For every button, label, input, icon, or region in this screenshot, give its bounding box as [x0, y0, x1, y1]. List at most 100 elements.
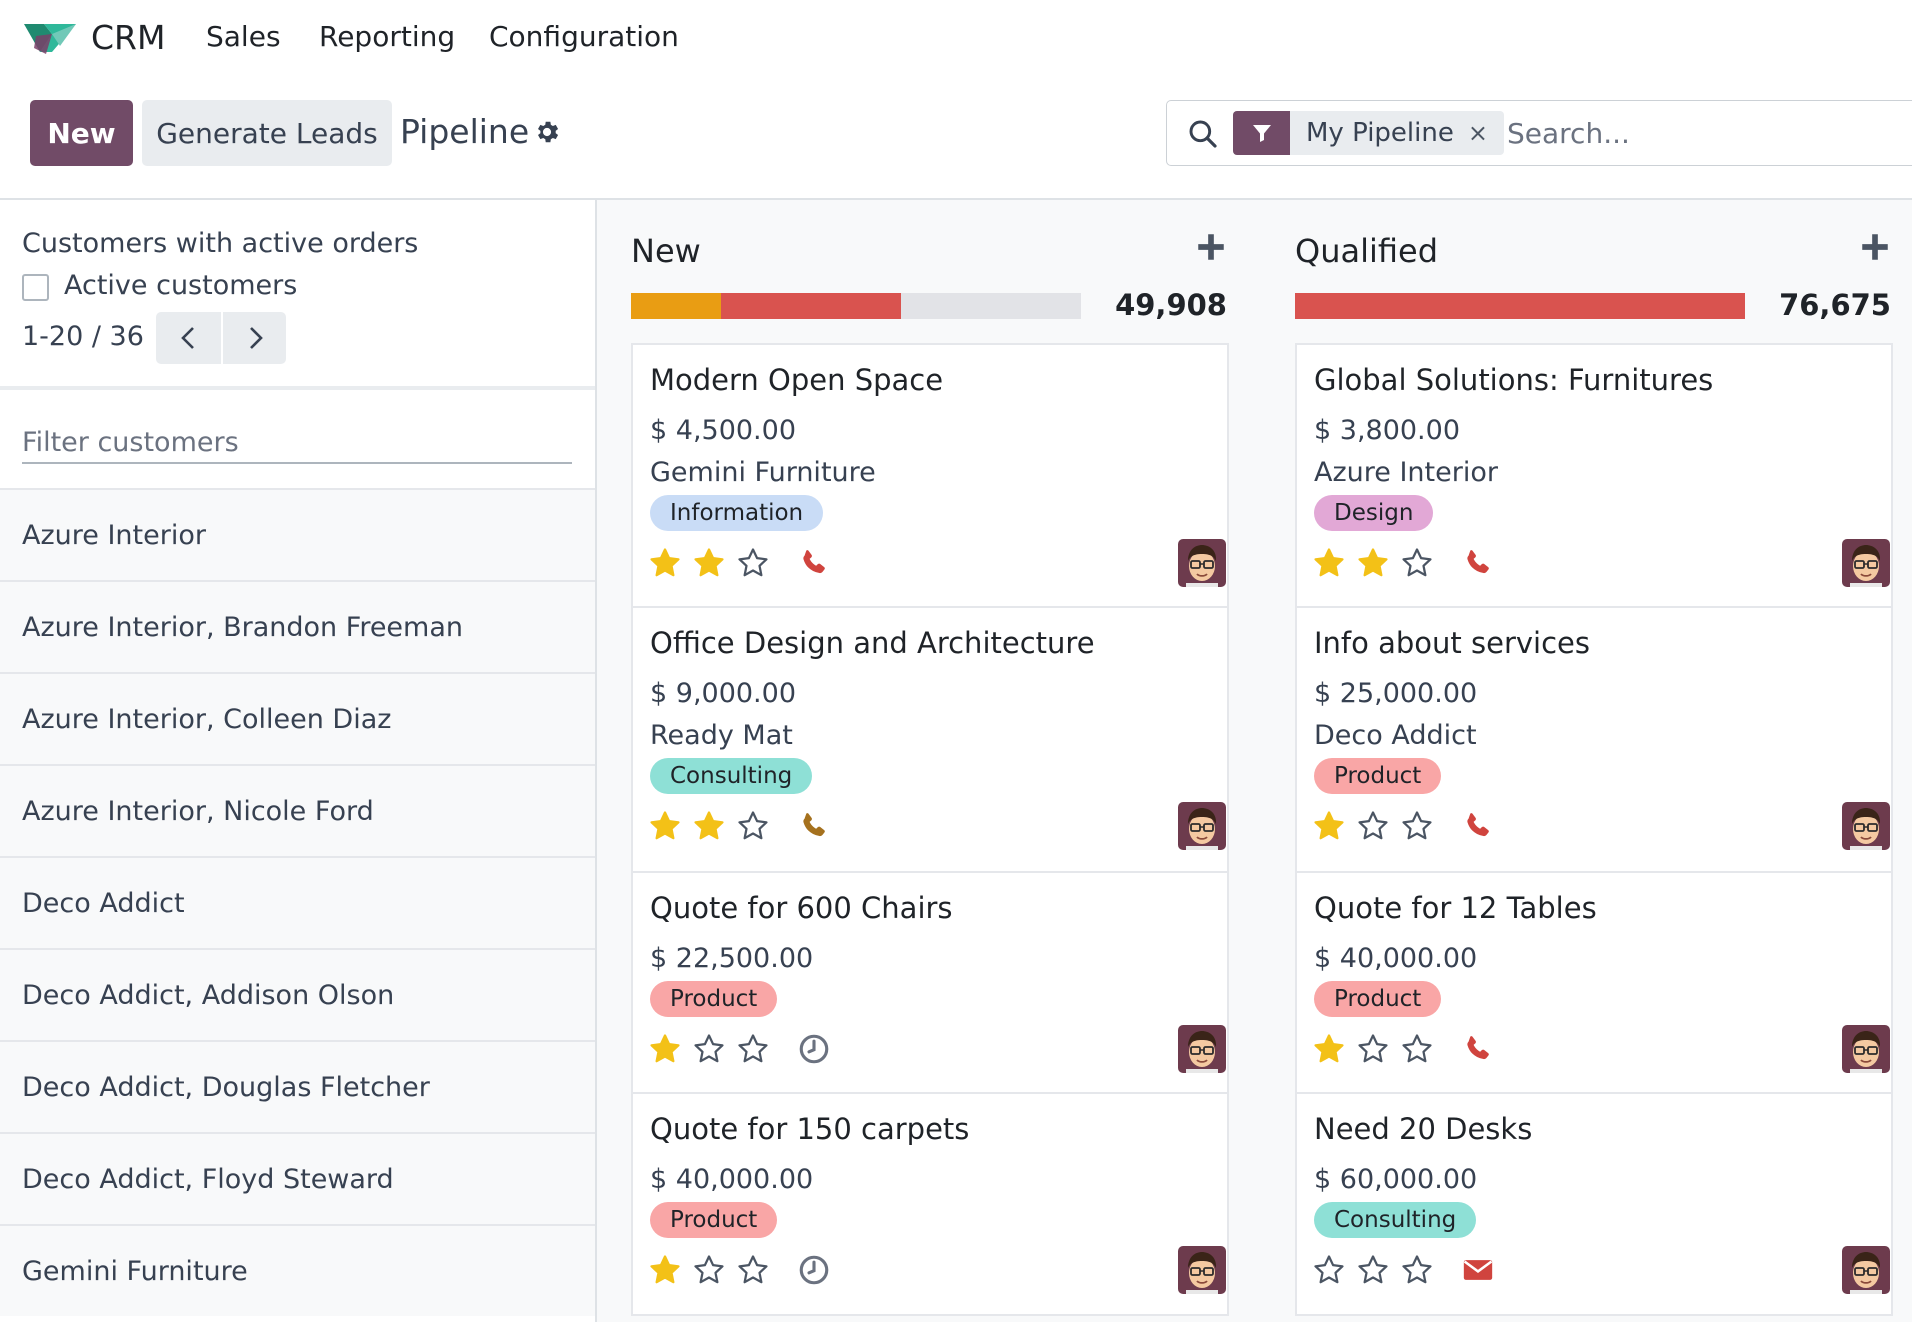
star-empty-icon[interactable]: [1356, 1253, 1390, 1287]
column-title[interactable]: Qualified: [1295, 232, 1439, 270]
avatar[interactable]: [1842, 1246, 1890, 1294]
customer-item[interactable]: Azure Interior, Nicole Ford: [0, 764, 595, 856]
avatar[interactable]: [1842, 1025, 1890, 1073]
card-tag: Design: [1314, 495, 1434, 531]
avatar[interactable]: [1178, 539, 1226, 587]
star-filled-icon[interactable]: [648, 1253, 682, 1287]
column-total: 76,675: [1779, 288, 1891, 322]
star-empty-icon[interactable]: [1400, 546, 1434, 580]
search-bar[interactable]: My Pipeline ×: [1166, 100, 1912, 166]
card-tag: Product: [1314, 981, 1442, 1017]
phone-icon[interactable]: [797, 809, 831, 843]
star-filled-icon[interactable]: [648, 1032, 682, 1066]
column-title[interactable]: New: [631, 232, 701, 270]
card-tag: Product: [1314, 758, 1442, 794]
avatar[interactable]: [1842, 539, 1890, 587]
avatar[interactable]: [1842, 802, 1890, 850]
customer-item[interactable]: Deco Addict, Douglas Fletcher: [0, 1040, 595, 1132]
star-filled-icon[interactable]: [648, 546, 682, 580]
user-avatar-icon: [1842, 802, 1890, 850]
active-customers-label[interactable]: Active customers: [64, 270, 298, 301]
card-customer: Azure Interior: [1314, 457, 1498, 488]
star-filled-icon[interactable]: [692, 809, 726, 843]
user-avatar-icon: [1178, 539, 1226, 587]
app-name[interactable]: CRM: [91, 18, 166, 57]
generate-leads-button[interactable]: Generate Leads: [142, 100, 392, 166]
avatar[interactable]: [1178, 1246, 1226, 1294]
customer-item[interactable]: Deco Addict, Addison Olson: [0, 948, 595, 1040]
remove-facet-icon[interactable]: ×: [1467, 119, 1488, 147]
gear-icon[interactable]: [533, 118, 561, 146]
progress-segment-none[interactable]: [901, 293, 1081, 319]
avatar[interactable]: [1178, 802, 1226, 850]
star-empty-icon[interactable]: [1400, 809, 1434, 843]
phone-icon[interactable]: [1461, 809, 1495, 843]
phone-icon[interactable]: [797, 546, 831, 580]
plus-icon[interactable]: [1858, 230, 1892, 264]
star-empty-icon[interactable]: [1356, 1032, 1390, 1066]
kanban-card[interactable]: Quote for 150 carpets $ 40,000.00 Produc…: [631, 1092, 1229, 1316]
star-empty-icon[interactable]: [1312, 1253, 1346, 1287]
clock-icon[interactable]: [797, 1253, 831, 1287]
search-icon[interactable]: [1187, 118, 1219, 150]
kanban-card[interactable]: Quote for 12 Tables $ 40,000.00 Product: [1295, 871, 1893, 1094]
star-filled-icon[interactable]: [1312, 1032, 1346, 1066]
kanban-board: New 49,908 Modern Open Space $ 4,500.00 …: [597, 200, 1912, 1322]
phone-icon[interactable]: [1461, 546, 1495, 580]
phone-icon[interactable]: [1461, 1032, 1495, 1066]
menu-reporting[interactable]: Reporting: [319, 20, 456, 53]
star-empty-icon[interactable]: [1400, 1253, 1434, 1287]
customer-item[interactable]: Azure Interior: [0, 488, 595, 580]
chevron-left-icon: [180, 327, 194, 349]
active-customers-checkbox[interactable]: [22, 274, 49, 301]
new-button[interactable]: New: [30, 100, 133, 166]
progress-segment-planned[interactable]: [631, 293, 721, 319]
star-empty-icon[interactable]: [692, 1032, 726, 1066]
progress-segment-overdue[interactable]: [1295, 293, 1745, 319]
star-filled-icon[interactable]: [648, 809, 682, 843]
pager-previous-button[interactable]: [156, 312, 221, 364]
search-facet[interactable]: My Pipeline ×: [1233, 111, 1504, 155]
star-empty-icon[interactable]: [736, 1032, 770, 1066]
pager-next-button[interactable]: [221, 312, 286, 364]
star-empty-icon[interactable]: [1356, 809, 1390, 843]
kanban-card[interactable]: Need 20 Desks $ 60,000.00 Consulting: [1295, 1092, 1893, 1316]
column-progress-bar[interactable]: [631, 293, 1081, 319]
clock-icon[interactable]: [797, 1032, 831, 1066]
star-filled-icon[interactable]: [1312, 809, 1346, 843]
kanban-card[interactable]: Quote for 600 Chairs $ 22,500.00 Product: [631, 871, 1229, 1094]
kanban-card[interactable]: Global Solutions: Furnitures $ 3,800.00 …: [1295, 343, 1893, 608]
progress-segment-overdue[interactable]: [721, 293, 901, 319]
customer-item[interactable]: Deco Addict, Floyd Steward: [0, 1132, 595, 1224]
avatar[interactable]: [1178, 1025, 1226, 1073]
customer-item[interactable]: Azure Interior, Colleen Diaz: [0, 672, 595, 764]
user-avatar-icon: [1842, 1025, 1890, 1073]
pager-value[interactable]: 1-20 / 36: [22, 321, 144, 352]
customer-item[interactable]: Azure Interior, Brandon Freeman: [0, 580, 595, 672]
plus-icon[interactable]: [1194, 230, 1228, 264]
column-total: 49,908: [1115, 288, 1227, 322]
card-title: Office Design and Architecture: [650, 626, 1095, 660]
panel-separator: [0, 386, 595, 390]
search-input[interactable]: [1507, 111, 1907, 155]
star-empty-icon[interactable]: [736, 1253, 770, 1287]
star-empty-icon[interactable]: [1400, 1032, 1434, 1066]
kanban-card[interactable]: Modern Open Space $ 4,500.00 Gemini Furn…: [631, 343, 1229, 608]
envelope-icon[interactable]: [1461, 1253, 1495, 1287]
customer-item[interactable]: Deco Addict: [0, 856, 595, 948]
star-filled-icon[interactable]: [692, 546, 726, 580]
star-filled-icon[interactable]: [1312, 546, 1346, 580]
card-tag: Product: [650, 981, 778, 1017]
crm-logo-icon[interactable]: [22, 18, 78, 58]
filter-customers-input[interactable]: [22, 422, 572, 464]
kanban-card[interactable]: Office Design and Architecture $ 9,000.0…: [631, 606, 1229, 873]
customer-item[interactable]: Gemini Furniture: [0, 1224, 595, 1316]
star-empty-icon[interactable]: [692, 1253, 726, 1287]
menu-sales[interactable]: Sales: [206, 20, 281, 53]
kanban-card[interactable]: Info about services $ 25,000.00 Deco Add…: [1295, 606, 1893, 873]
star-filled-icon[interactable]: [1356, 546, 1390, 580]
column-progress-bar[interactable]: [1295, 293, 1745, 319]
star-empty-icon[interactable]: [736, 809, 770, 843]
star-empty-icon[interactable]: [736, 546, 770, 580]
menu-configuration[interactable]: Configuration: [489, 20, 679, 53]
